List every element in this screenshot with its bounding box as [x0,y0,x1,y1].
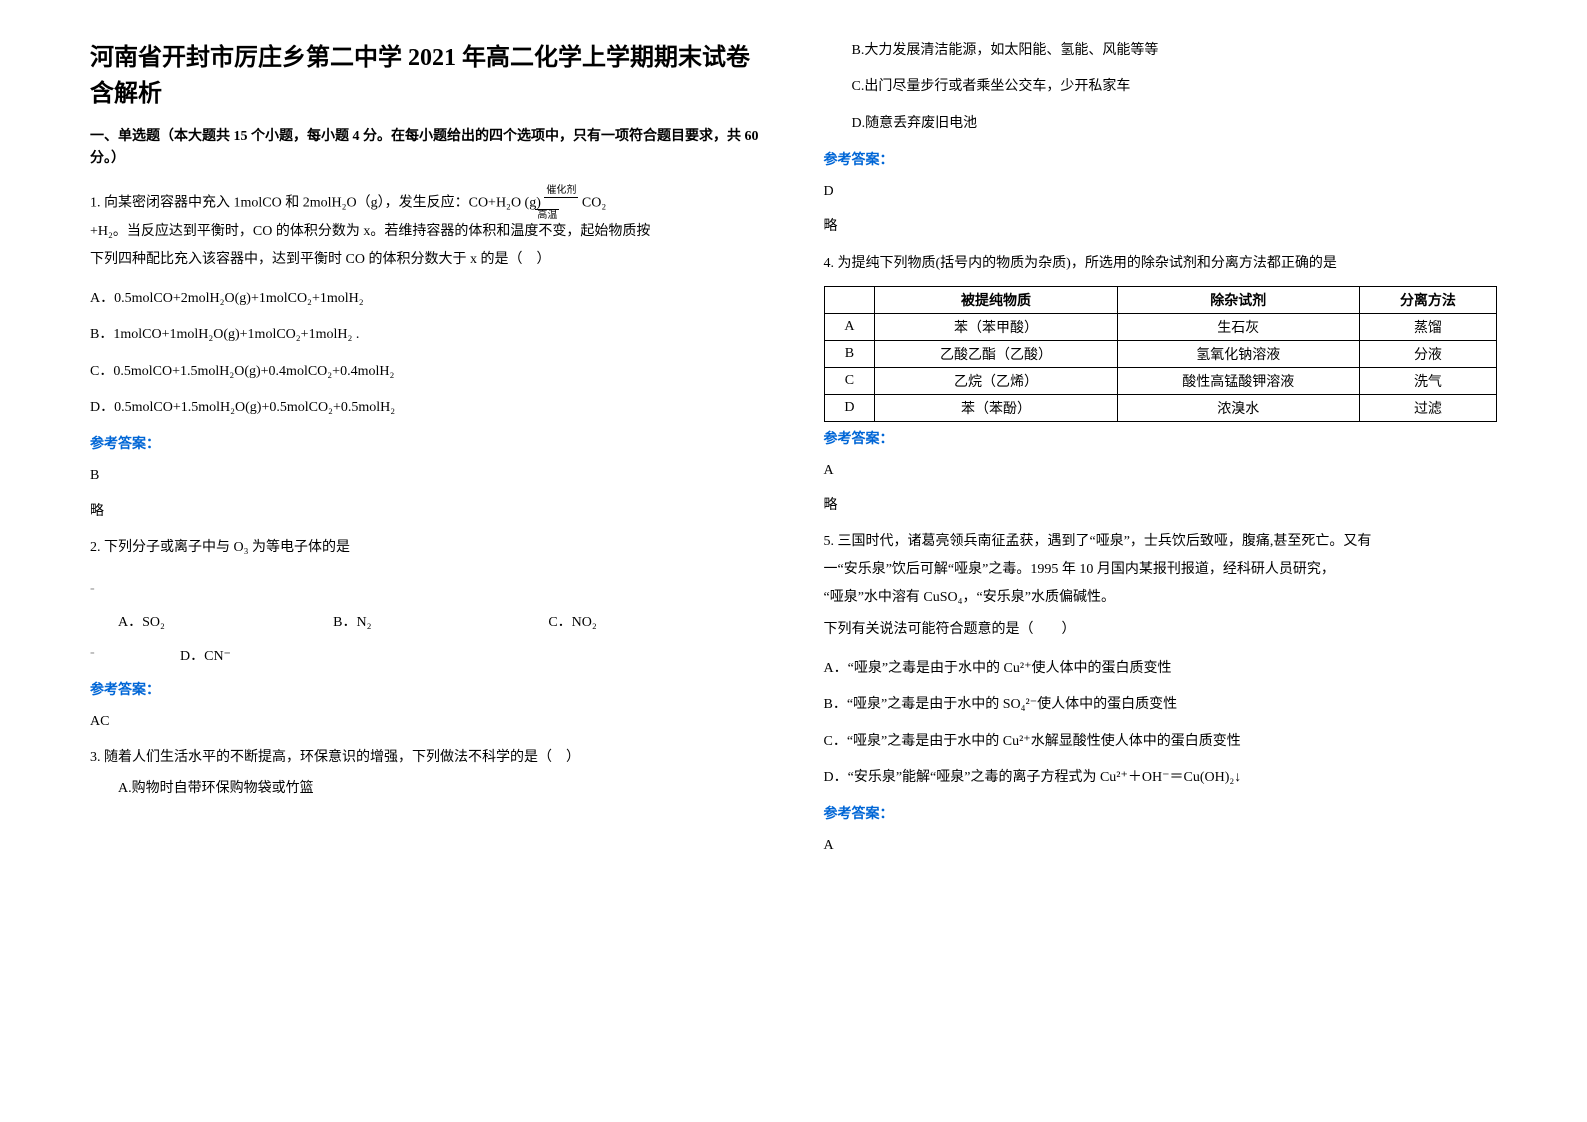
cell: 乙酸乙酯（乙酸） [875,340,1117,367]
q5-answer-label: 参考答案： [824,803,1498,823]
table-row: 被提纯物质 除杂试剂 分离方法 [824,286,1497,313]
page: 河南省开封市厉庄乡第二中学 2021 年高二化学上学期期末试卷含解析 一、单选题… [0,0,1587,1122]
q1-stem-part1b: CO₂ [582,196,606,211]
q5-stem2: 一“安乐泉”饮后可解“哑泉”之毒。1995 年 10 月国内某报刊报道，经科研人… [824,562,1335,577]
q5-stem3: “哑泉”水中溶有 CuSO₄，“安乐泉”水质偏碱性。 [824,590,1115,605]
table-row: A 苯（苯甲酸） 生石灰 蒸馏 [824,313,1497,340]
cell: 分液 [1359,340,1496,367]
cell: 浓溴水 [1117,394,1359,421]
q4-answer: A [824,458,1498,483]
cell: 过滤 [1359,394,1496,421]
table-row: D 苯（苯酚） 浓溴水 过滤 [824,394,1497,421]
table-row: C 乙烷（乙烯） 酸性高锰酸钾溶液 洗气 [824,367,1497,394]
q1-answer: B [90,463,764,488]
q1-stem-part3: 下列四种配比充入该容器中，达到平衡时 CO 的体积分数大于 x 的是（ ） [90,252,550,267]
cell: 苯（苯甲酸） [875,313,1117,340]
cell: 氢氧化钠溶液 [1117,340,1359,367]
q5-answer: A [824,833,1498,858]
q1-stem: 1. 向某密闭容器中充入 1molCO 和 2molH₂O（g），发生反应：CO… [90,189,764,274]
q5-option-c: C．“哑泉”之毒是由于水中的 Cu²⁺水解显酸性使人体中的蛋白质变性 [824,731,1498,753]
q2-option-c: C．NO₂ [548,611,763,631]
exam-title: 河南省开封市厉庄乡第二中学 2021 年高二化学上学期期末试卷含解析 [90,40,764,112]
q1-option-b: B．1molCO+1molH₂O(g)+1molCO₂+1molH₂ . [90,324,764,346]
q2-stem: 2. 下列分子或离子中与 O₃ 为等电子体的是 [90,534,764,562]
q2-options-row1: A．SO₂ B．N₂ C．NO₂ [90,611,764,631]
q5-option-b: B．“哑泉”之毒是由于水中的 SO₄²⁻使人体中的蛋白质变性 [824,694,1498,716]
q3-option-c: C.出门尽量步行或者乘坐公交车，少开私家车 [824,76,1498,98]
q2-dash2: - [90,645,180,665]
q1-option-d: D．0.5molCO+1.5molH₂O(g)+0.5molCO₂+0.5mol… [90,397,764,419]
q3-option-d: D.随意丢弃废旧电池 [824,113,1498,135]
q5-stem: 5. 三国时代，诸葛亮领兵南征孟获，遇到了“哑泉”，士兵饮后致哑，腹痛,甚至死亡… [824,528,1498,612]
right-column: B.大力发展清洁能源，如太阳能、氢能、风能等等 C.出门尽量步行或者乘坐公交车，… [794,40,1498,1092]
q3-option-b: B.大力发展清洁能源，如太阳能、氢能、风能等等 [824,40,1498,62]
q3-answer-label: 参考答案： [824,149,1498,169]
cell: 乙烷（乙烯） [875,367,1117,394]
q1-option-c: C．0.5molCO+1.5molH₂O(g)+0.4molCO₂+0.4mol… [90,361,764,383]
q5-option-d: D．“安乐泉”能解“哑泉”之毒的离子方程式为 Cu²⁺＋OH⁻＝Cu(OH)₂↓ [824,767,1498,789]
q3-stem: 3. 随着人们生活水平的不断提高，环保意识的增强，下列做法不科学的是（ ） [90,744,764,772]
reaction-temp: 高温 [535,209,559,221]
cell: 洗气 [1359,367,1496,394]
q1-stem-part2: +H₂。当反应达到平衡时，CO 的体积分数为 x。若维持容器的体积和温度不变，起… [90,224,650,239]
q3-extra: 略 [824,214,1498,239]
q3-option-a: A.购物时自带环保购物袋或竹篮 [90,778,764,800]
q2-option-d: D．CN⁻ [180,645,764,665]
cell: 酸性高锰酸钾溶液 [1117,367,1359,394]
section-instruction: 一、单选题（本大题共 15 个小题，每小题 4 分。在每小题给出的四个选项中，只… [90,126,764,171]
q3-answer: D [824,179,1498,204]
q4-answer-label: 参考答案： [824,428,1498,448]
q2-answer: AC [90,709,764,734]
q1-stem-part1: 1. 向某密闭容器中充入 1molCO 和 2molH₂O（g），发生反应：CO… [90,196,541,211]
cell: 蒸馏 [1359,313,1496,340]
q4-table: 被提纯物质 除杂试剂 分离方法 A 苯（苯甲酸） 生石灰 蒸馏 B 乙酸乙酯（乙… [824,286,1498,422]
cell: B [824,340,875,367]
cell: D [824,394,875,421]
cell: 生石灰 [1117,313,1359,340]
th-method: 分离方法 [1359,286,1496,313]
q2-option-a: A．SO₂ [90,611,333,631]
q1-option-a: A．0.5molCO+2molH₂O(g)+1molCO₂+1molH₂ [90,288,764,310]
cell: 苯（苯酚） [875,394,1117,421]
q4-extra: 略 [824,493,1498,518]
th-reagent: 除杂试剂 [1117,286,1359,313]
q5-stem1: 5. 三国时代，诸葛亮领兵南征孟获，遇到了“哑泉”，士兵饮后致哑，腹痛,甚至死亡… [824,534,1372,549]
cell: C [824,367,875,394]
reaction-catalyst: 催化剂 [544,186,578,198]
q1-answer-label: 参考答案： [90,433,764,453]
table-row: B 乙酸乙酯（乙酸） 氢氧化钠溶液 分液 [824,340,1497,367]
q1-extra: 略 [90,499,764,524]
q5-stem4: 下列有关说法可能符合题意的是（ ） [824,616,1498,644]
q2-option-b: B．N₂ [333,611,548,631]
q2-dash1: - [90,576,764,601]
q2-answer-label: 参考答案： [90,679,764,699]
th-blank [824,286,875,313]
cell: A [824,313,875,340]
left-column: 河南省开封市厉庄乡第二中学 2021 年高二化学上学期期末试卷含解析 一、单选题… [90,40,794,1092]
q4-stem: 4. 为提纯下列物质(括号内的物质为杂质)，所选用的除杂试剂和分离方法都正确的是 [824,250,1498,278]
th-substance: 被提纯物质 [875,286,1117,313]
q2-options-row2: - D．CN⁻ [90,645,764,665]
q5-option-a: A．“哑泉”之毒是由于水中的 Cu²⁺使人体中的蛋白质变性 [824,658,1498,680]
